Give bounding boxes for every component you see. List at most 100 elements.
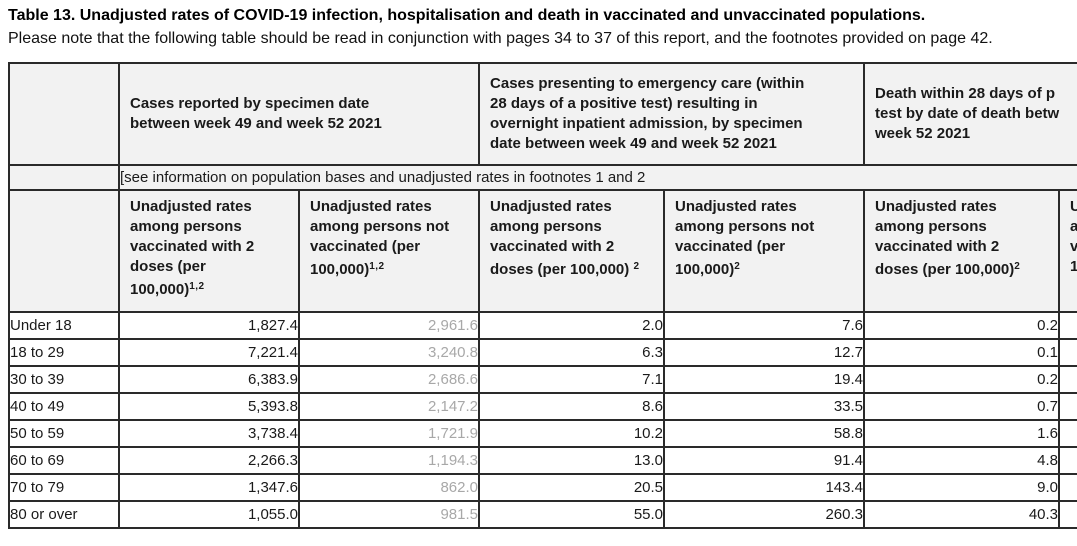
column-header-line: Unadjusted rates (130, 198, 252, 215)
rate-value: 1.6 (863, 419, 1061, 448)
rate-value: 3,738.4 (118, 419, 300, 448)
table-row: 18 to 29 7,221.4 3,240.8 6.3 12.7 0.1 (8, 338, 1077, 367)
rate-value: 6.3 (478, 338, 666, 367)
rate-value: 1,194.3 (297, 446, 481, 475)
table-row: 30 to 39 6,383.9 2,686.6 7.1 19.4 0.2 (8, 365, 1077, 394)
rate-value: 55.0 (478, 500, 666, 529)
footnote-marker: 1,2 (189, 281, 205, 292)
rate-value: 8.6 (478, 392, 666, 421)
rate-value (1058, 419, 1077, 448)
footnote-marker: 2 (734, 261, 741, 272)
table-row: 80 or over 1,055.0 981.5 55.0 260.3 40.3 (8, 500, 1077, 529)
column-header-age-group (8, 189, 120, 313)
footnote-marker: 2 (1014, 261, 1021, 272)
rate-value: 33.5 (663, 392, 866, 421)
footnote-marker: 1,2 (369, 261, 385, 272)
rate-value: 12.7 (663, 338, 866, 367)
column-header-line: doses (per 100,000)2 (875, 261, 1021, 278)
age-group-label: 40 to 49 (8, 392, 120, 421)
rate-value (1058, 365, 1077, 394)
rate-value (1058, 500, 1077, 529)
rate-value: 58.8 (663, 419, 866, 448)
group-header-cases-reported: Cases reported by specimen date between w… (117, 62, 481, 166)
column-header-line: Unadjusted rates (490, 198, 612, 215)
rates-table: Cases reported by specimen date between w… (8, 62, 1077, 529)
rate-value: 862.0 (297, 473, 481, 502)
footnote-reference-note: [see information on population bases and… (117, 164, 1077, 191)
rate-value (1058, 338, 1077, 367)
rate-value: 0.7 (863, 392, 1061, 421)
column-header-line: Unadjusted rates (875, 198, 997, 215)
column-header-line: among persons (130, 218, 242, 235)
group-header-line: date between week 49 and week 52 2021 (490, 135, 777, 152)
age-group-label: 60 to 69 (8, 446, 120, 475)
table-body: Under 18 1,827.4 2,961.6 2.0 7.6 0.2 18 to 29 7… (8, 311, 1077, 529)
column-header-line: Un (1070, 197, 1077, 217)
group-header-line: 28 days of a positive test) resulting in (490, 95, 758, 112)
rate-value: 13.0 (478, 446, 666, 475)
rate-value: 9.0 (863, 473, 1061, 502)
rate-value (1058, 392, 1077, 421)
age-group-label: Under 18 (8, 311, 120, 340)
column-header-cases-vaccinated: Unadjusted rates among persons vaccinated … (118, 189, 300, 313)
column-header-line: Unadjusted rates (310, 198, 432, 215)
rate-value: 1,347.6 (118, 473, 300, 502)
column-header-line: 100,000)2 (675, 261, 741, 278)
rate-value: 10.2 (478, 419, 666, 448)
footnote-marker: 2 (633, 261, 640, 272)
age-group-label: 18 to 29 (8, 338, 120, 367)
title-block: Table 13. Unadjusted rates of COVID-19 i… (8, 5, 1077, 50)
column-header-row: Unadjusted rates among persons vaccinated … (8, 189, 1077, 313)
column-header-emergency-unvaccinated: Unadjusted rates among persons not vaccina… (663, 189, 866, 313)
column-header-line: among persons (490, 218, 602, 235)
rate-value: 0.1 (863, 338, 1061, 367)
column-header-line: vaccinated (per (675, 238, 786, 255)
column-header-line: 10 (1070, 257, 1077, 277)
rate-value: 0.2 (863, 311, 1061, 340)
rate-value: 7.1 (478, 365, 666, 394)
column-header-line: 100,000)1,2 (310, 261, 385, 278)
rate-value: 1,055.0 (118, 500, 300, 529)
group-header-line: week 52 2021 (875, 125, 971, 142)
rate-value: 7,221.4 (118, 338, 300, 367)
group-header-row: Cases reported by specimen date between w… (8, 62, 1077, 166)
rate-value: 260.3 (663, 500, 866, 529)
group-header-line: test by date of death betw (875, 105, 1060, 122)
column-header-line: doses (per 100,000) 2 (490, 261, 640, 278)
table-row: 40 to 49 5,393.8 2,147.2 8.6 33.5 0.7 (8, 392, 1077, 421)
column-header-death-unvaccinated: Unamva10 (1058, 189, 1077, 313)
corner-cell (8, 62, 120, 166)
rate-value: 20.5 (478, 473, 666, 502)
column-header-line: va (1070, 237, 1077, 257)
rate-value: 1,827.4 (118, 311, 300, 340)
column-header-line: among persons not (310, 218, 450, 235)
table-row: 60 to 69 2,266.3 1,194.3 13.0 91.4 4.8 (8, 446, 1077, 475)
rate-value (1058, 311, 1077, 340)
rate-value: 2,266.3 (118, 446, 300, 475)
rate-value: 2.0 (478, 311, 666, 340)
rate-value: 19.4 (663, 365, 866, 394)
group-header-line: Cases reported by specimen date (130, 95, 370, 112)
column-header-line: Unadjusted rates (675, 198, 797, 215)
group-header-line: Death within 28 days of p (875, 85, 1056, 102)
rate-value (1058, 473, 1077, 502)
column-header-line: doses (per (130, 258, 206, 275)
column-header-death-vaccinated: Unadjusted rates among persons vaccinated … (863, 189, 1061, 313)
age-group-label: 80 or over (8, 500, 120, 529)
rate-value: 3,240.8 (297, 338, 481, 367)
note-row-label-cell (8, 164, 120, 191)
column-header-line: vaccinated with 2 (490, 238, 615, 255)
column-header-line: vaccinated (per (310, 238, 421, 255)
rate-value: 1,721.9 (297, 419, 481, 448)
column-header-line: among persons (875, 218, 987, 235)
age-group-label: 50 to 59 (8, 419, 120, 448)
rate-value: 91.4 (663, 446, 866, 475)
column-header-line: among persons not (675, 218, 815, 235)
note-row: [see information on population bases and… (8, 164, 1077, 191)
rate-value: 0.2 (863, 365, 1061, 394)
table-row: 50 to 59 3,738.4 1,721.9 10.2 58.8 1.6 (8, 419, 1077, 448)
rate-value: 143.4 (663, 473, 866, 502)
column-header-cases-unvaccinated: Unadjusted rates among persons not vaccina… (297, 189, 481, 313)
rate-value: 2,961.6 (297, 311, 481, 340)
